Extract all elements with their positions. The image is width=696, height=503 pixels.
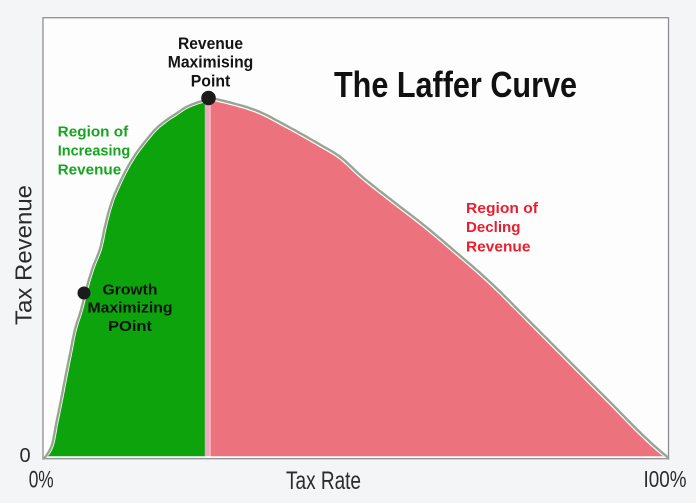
svg-text:Revenue: Revenue xyxy=(466,240,531,256)
svg-text:Tax Revenue: Tax Revenue xyxy=(10,185,36,325)
svg-text:Tax Rate: Tax Rate xyxy=(286,467,361,495)
svg-text:Region of: Region of xyxy=(466,201,538,217)
svg-text:0: 0 xyxy=(19,445,30,467)
svg-text:Decling: Decling xyxy=(466,220,521,236)
svg-text:I00%: I00% xyxy=(644,466,687,492)
svg-text:Revenue: Revenue xyxy=(178,35,243,53)
svg-text:Revenue: Revenue xyxy=(58,163,121,179)
svg-text:0%: 0% xyxy=(29,467,54,494)
svg-text:The Laffer Curve: The Laffer Curve xyxy=(334,64,577,105)
svg-text:POint: POint xyxy=(108,319,152,335)
svg-text:Region of: Region of xyxy=(58,125,129,141)
svg-text:Maximizing: Maximizing xyxy=(88,301,173,317)
svg-text:Increasing: Increasing xyxy=(58,144,131,160)
svg-text:Point: Point xyxy=(191,73,231,91)
svg-text:Maximising: Maximising xyxy=(168,54,254,72)
svg-text:Growth: Growth xyxy=(103,282,158,298)
